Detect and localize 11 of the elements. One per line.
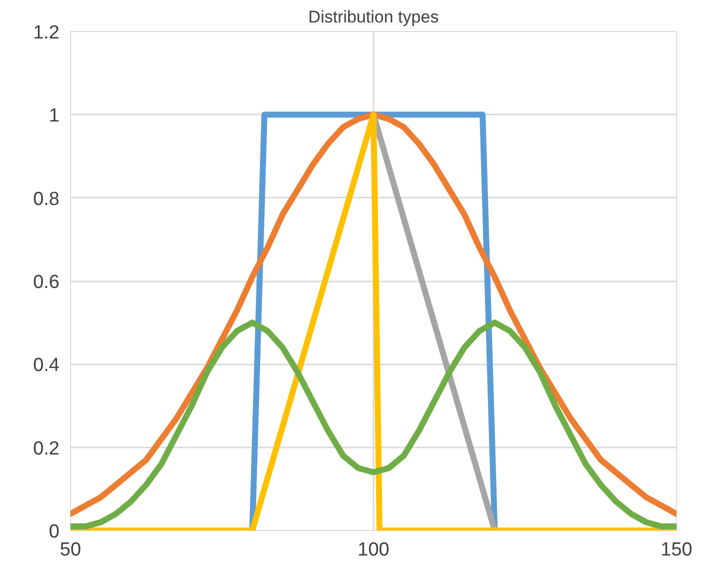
x-tick-label: 150 — [660, 540, 692, 560]
y-tick-label: 0.4 — [33, 355, 60, 376]
y-tick-label: 0.8 — [33, 188, 60, 210]
x-tick-label: 50 — [60, 540, 82, 560]
y-tick-label: 1 — [48, 106, 60, 127]
y-tick-label: 0.6 — [33, 272, 60, 293]
y-tick-label: 1.2 — [33, 22, 60, 44]
y-tick-label: 0 — [48, 522, 60, 542]
x-tick-label: 100 — [358, 540, 390, 560]
y-tick-label: 0.2 — [33, 438, 60, 460]
chart-title: Distribution types — [308, 8, 439, 26]
